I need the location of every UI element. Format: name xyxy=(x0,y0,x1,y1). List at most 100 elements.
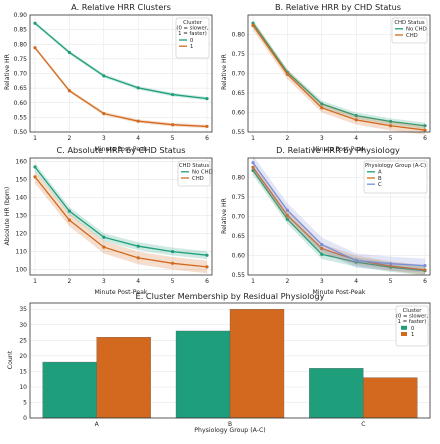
data-point xyxy=(251,165,255,169)
data-point xyxy=(285,208,289,212)
y-axis-label: Relative HR xyxy=(4,53,11,90)
legend-title: 1 = faster) xyxy=(178,31,207,37)
x-tick-label: 1 xyxy=(251,278,255,285)
legend-title: CHD Status xyxy=(394,20,425,26)
y-tick-label: 0.75 xyxy=(232,194,246,201)
data-point xyxy=(102,235,106,239)
data-point xyxy=(423,268,427,272)
y-tick-label: 20 xyxy=(19,353,27,360)
legend-swatch xyxy=(401,325,407,330)
chart-title: B. Relative HRR by CHD Status xyxy=(275,2,401,12)
data-point xyxy=(136,119,140,123)
y-tick-label: 0.75 xyxy=(14,56,28,63)
x-tick-label: C xyxy=(361,421,365,428)
data-point xyxy=(33,165,37,169)
data-point xyxy=(171,92,175,97)
legend-label: No CHD xyxy=(192,170,213,176)
data-point xyxy=(423,264,427,268)
x-axis-label: Minute Post-Peak xyxy=(313,146,366,153)
bar-c-cluster-1 xyxy=(363,377,418,419)
x-tick-label: 4 xyxy=(136,278,140,285)
y-tick-label: 5 xyxy=(23,399,27,406)
y-tick-label: 0.55 xyxy=(232,272,246,279)
y-tick-label: 0 xyxy=(23,415,27,422)
x-tick-label: 3 xyxy=(320,135,324,142)
chart-title: C. Absolute HRR by CHD Status xyxy=(57,145,186,155)
bar-a-cluster-1 xyxy=(96,337,151,419)
y-tick-label: 140 xyxy=(16,195,28,202)
legend-title: CHD Status xyxy=(179,163,210,169)
data-point xyxy=(389,264,393,268)
x-tick-label: B xyxy=(228,421,232,428)
y-tick-label: 25 xyxy=(19,337,27,344)
data-point xyxy=(33,175,37,179)
legend-title: Cluster xyxy=(403,308,423,314)
data-point xyxy=(33,46,37,50)
data-point xyxy=(251,168,255,173)
x-tick-label: 6 xyxy=(423,135,427,142)
x-tick-label: 5 xyxy=(171,135,175,142)
plot-frame xyxy=(29,14,213,133)
data-point xyxy=(205,253,209,257)
legend: Cluster(0 = slower,1 = faster)01 xyxy=(175,17,210,59)
plot-frame xyxy=(29,157,213,276)
y-tick-label: 0.90 xyxy=(14,12,28,19)
data-point xyxy=(67,89,71,93)
bar-b-cluster-1 xyxy=(229,309,285,419)
x-tick-label: 4 xyxy=(354,278,358,285)
plot-frame xyxy=(247,157,431,276)
series-line-c xyxy=(252,162,426,267)
data-point xyxy=(251,21,255,25)
data-point xyxy=(354,258,358,263)
bar-a-cluster-0 xyxy=(42,361,97,419)
legend-box xyxy=(175,17,210,59)
data-point xyxy=(423,124,427,128)
y-tick-label: 160 xyxy=(16,159,28,166)
data-point xyxy=(171,123,175,127)
panel-3: 1 2 3 4 5 6 0.55 0.60 0.65 0.70 0.75 0.80 D. Relativ… xyxy=(221,145,431,296)
data-point xyxy=(205,265,209,269)
data-point xyxy=(136,86,140,90)
data-point xyxy=(354,118,358,122)
y-tick-label: 10 xyxy=(19,384,27,391)
data-point xyxy=(320,242,324,247)
x-tick-label: A xyxy=(95,421,100,428)
data-point xyxy=(136,256,140,260)
x-tick-label: 4 xyxy=(136,135,140,142)
x-tick-label: 5 xyxy=(389,135,393,142)
y-tick-label: 0.70 xyxy=(14,71,28,78)
y-tick-label: 0.80 xyxy=(232,175,246,182)
y-tick-label: 0.55 xyxy=(14,114,28,121)
y-tick-label: 0.65 xyxy=(232,90,246,97)
legend-box xyxy=(363,160,428,194)
data-point xyxy=(320,106,324,110)
data-point xyxy=(285,213,289,217)
x-tick-label: 6 xyxy=(205,135,209,142)
series-line-b xyxy=(252,166,426,271)
data-point xyxy=(285,217,289,221)
y-tick-label: 0.80 xyxy=(232,32,246,39)
legend-label: 0 xyxy=(190,38,194,44)
data-point xyxy=(33,21,37,25)
data-point xyxy=(102,245,106,249)
x-tick-label: 6 xyxy=(205,278,209,285)
x-tick-label: 1 xyxy=(33,278,37,285)
series-line-a xyxy=(252,170,426,272)
data-point xyxy=(320,246,324,251)
plot-frame xyxy=(29,302,431,419)
y-tick-label: 130 xyxy=(16,213,28,220)
y-axis-label: Absolute HR (bpm) xyxy=(4,187,11,246)
series-line-no-chd xyxy=(34,166,208,256)
data-point xyxy=(285,72,289,76)
x-tick-label: 2 xyxy=(67,135,71,142)
y-axis-label: Count xyxy=(7,350,14,369)
chart-title: D. Relative HRR by Physiology xyxy=(276,145,400,155)
legend-title: 1 = faster) xyxy=(398,319,427,325)
x-axis-label: Physiology Group (A-C) xyxy=(194,427,265,434)
y-axis-label: Relative HR xyxy=(221,53,228,90)
y-tick-label: 0.60 xyxy=(232,110,246,117)
data-point xyxy=(102,74,106,78)
legend-label: C xyxy=(378,182,382,188)
